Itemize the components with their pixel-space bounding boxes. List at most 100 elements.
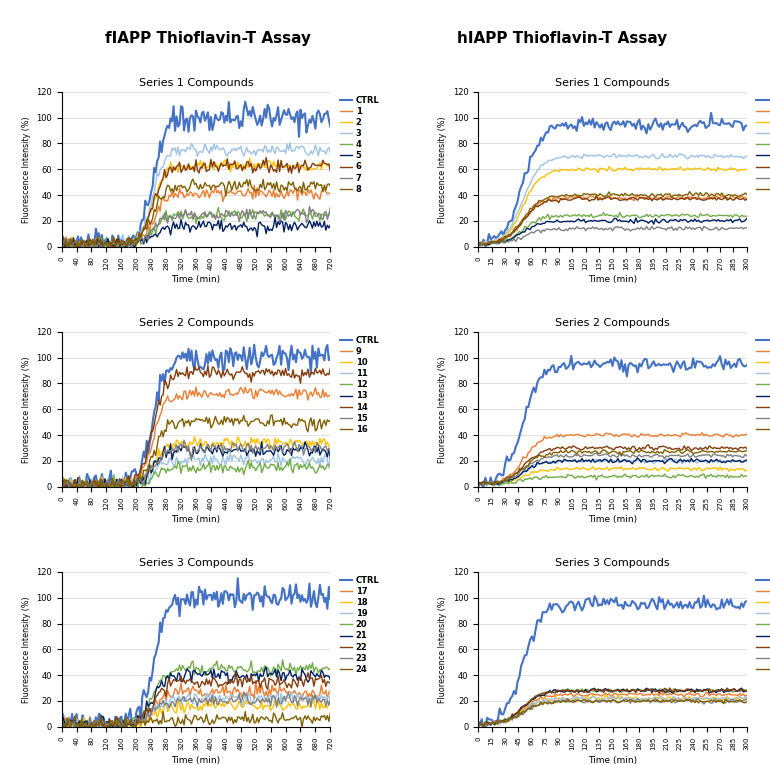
9 [81,482,90,491]
3 [571,153,580,162]
3 [281,148,290,158]
1 [741,193,750,202]
13 [99,482,108,491]
5 [475,241,484,250]
8 [742,190,752,199]
Line: CTRL: CTRL [478,113,747,246]
15 [57,478,66,487]
Line: 14: 14 [62,366,330,487]
22 [664,687,673,696]
CTRL [132,708,141,718]
8 [57,242,66,251]
CTRL [60,242,69,251]
14 [742,444,752,453]
Line: CTRL: CTRL [62,578,330,727]
23 [638,696,648,705]
17 [483,721,492,730]
11 [57,482,66,491]
6 [62,242,71,251]
Line: 7: 7 [62,207,330,246]
3 [326,148,335,158]
12 [280,463,289,472]
24 [563,695,572,704]
11 [326,451,335,460]
24 [742,697,752,706]
21 [741,687,750,696]
18 [270,693,280,702]
9 [283,392,292,401]
18 [57,713,66,722]
CTRL [664,360,673,369]
4 [474,239,483,249]
4 [648,213,657,222]
17 [326,686,335,695]
15 [490,481,499,490]
11 [189,448,198,457]
7 [742,223,752,233]
14 [187,367,196,376]
12 [187,466,196,475]
18 [608,693,617,702]
16 [97,481,106,490]
Line: 18: 18 [62,698,330,727]
CTRL [187,346,196,355]
18 [81,722,90,731]
13 [133,474,142,483]
14 [326,363,335,373]
Line: 8: 8 [62,179,330,246]
8 [738,190,748,199]
CTRL [474,241,483,250]
14 [606,444,615,453]
13 [283,445,292,454]
17 [251,676,260,685]
Line: 7: 7 [478,226,747,245]
Line: 8: 8 [478,192,747,246]
2 [645,164,654,174]
6 [640,194,649,203]
CTRL [606,594,615,604]
13 [62,482,71,491]
15 [133,475,142,484]
4 [571,210,580,220]
15 [665,451,675,460]
23 [664,697,673,706]
Line: 22: 22 [62,672,330,727]
23 [606,698,615,707]
Title: Series 3 Compounds: Series 3 Compounds [555,558,670,568]
8 [81,242,90,251]
9 [99,480,108,490]
15 [742,451,752,461]
15 [640,451,649,460]
12 [699,470,708,479]
Line: CTRL: CTRL [62,345,330,487]
9 [475,480,484,489]
8 [604,187,614,197]
12 [79,477,89,486]
CTRL [638,121,648,130]
21 [737,684,746,693]
2 [742,164,752,174]
1 [73,242,82,251]
CTRL [97,722,106,731]
15 [81,481,90,490]
6 [133,238,142,247]
8 [326,181,335,190]
1 [57,242,66,251]
20 [480,720,490,729]
2 [187,164,196,173]
11 [475,480,484,489]
CTRL [742,597,752,606]
CTRL [645,598,654,607]
10 [488,481,497,490]
20 [638,686,648,695]
22 [283,683,292,692]
23 [239,688,249,697]
Line: 13: 13 [62,441,330,487]
4 [189,214,198,223]
1 [648,196,657,205]
1 [742,194,752,203]
14 [648,443,657,452]
Line: 2: 2 [62,158,330,246]
10 [665,464,675,473]
Text: hIAPP Thioflavin-T Assay: hIAPP Thioflavin-T Assay [457,31,668,46]
